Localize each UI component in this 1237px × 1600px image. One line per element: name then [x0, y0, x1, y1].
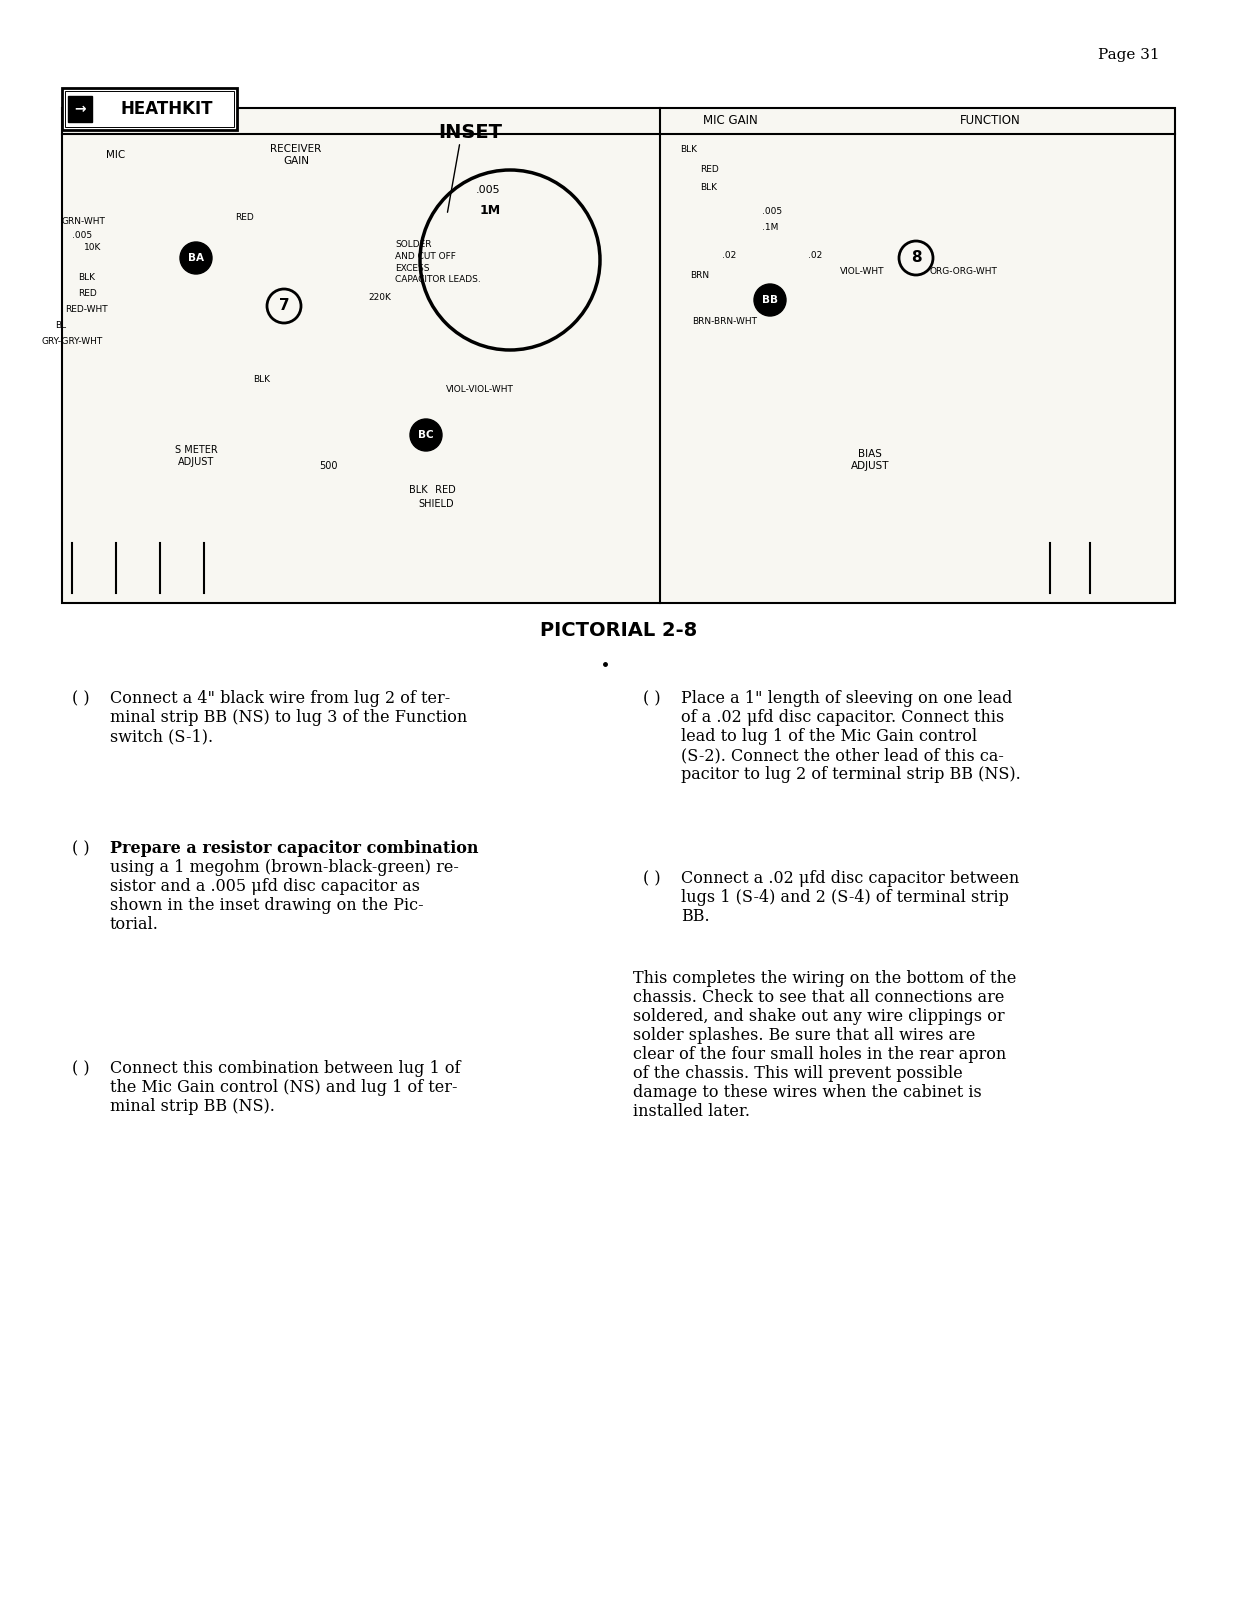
- Text: ( ): ( ): [72, 690, 89, 707]
- Text: clear of the four small holes in the rear apron: clear of the four small holes in the rea…: [633, 1046, 1006, 1062]
- Text: BLK: BLK: [700, 184, 717, 192]
- Text: RED: RED: [78, 290, 96, 299]
- Text: MIC GAIN: MIC GAIN: [703, 114, 757, 126]
- Text: RED: RED: [700, 165, 719, 174]
- Text: GRN-WHT: GRN-WHT: [62, 218, 106, 227]
- Text: of a .02 μfd disc capacitor. Connect this: of a .02 μfd disc capacitor. Connect thi…: [682, 709, 1004, 726]
- Text: of the chassis. This will prevent possible: of the chassis. This will prevent possib…: [633, 1066, 962, 1082]
- Text: GRY-GRY-WHT: GRY-GRY-WHT: [42, 338, 103, 347]
- Text: pacitor to lug 2 of terminal strip BB (NS).: pacitor to lug 2 of terminal strip BB (N…: [682, 766, 1021, 782]
- Text: ORG-ORG-WHT: ORG-ORG-WHT: [930, 267, 998, 277]
- Text: switch (S-1).: switch (S-1).: [110, 728, 213, 746]
- Text: RED: RED: [432, 485, 455, 494]
- Text: sistor and a .005 μfd disc capacitor as: sistor and a .005 μfd disc capacitor as: [110, 878, 421, 894]
- Text: BL: BL: [54, 320, 66, 330]
- Text: ( ): ( ): [72, 1059, 89, 1077]
- Text: lead to lug 1 of the Mic Gain control: lead to lug 1 of the Mic Gain control: [682, 728, 977, 746]
- Text: SOLDER
AND CUT OFF
EXCESS
CAPACITOR LEADS.: SOLDER AND CUT OFF EXCESS CAPACITOR LEAD…: [395, 240, 481, 285]
- Text: BC: BC: [418, 430, 434, 440]
- Bar: [62, 109, 1175, 603]
- Text: RECEIVER
GAIN: RECEIVER GAIN: [271, 144, 322, 166]
- Text: Connect this combination between lug 1 of: Connect this combination between lug 1 o…: [110, 1059, 460, 1077]
- Text: RED-WHT: RED-WHT: [66, 306, 108, 315]
- Text: Place a 1" length of sleeving on one lead: Place a 1" length of sleeving on one lea…: [682, 690, 1012, 707]
- Text: .005: .005: [762, 208, 782, 216]
- Text: BLK: BLK: [254, 376, 271, 384]
- Text: BIAS
ADJUST: BIAS ADJUST: [851, 448, 889, 470]
- Text: .02: .02: [722, 251, 736, 261]
- Text: minal strip BB (NS) to lug 3 of the Function: minal strip BB (NS) to lug 3 of the Func…: [110, 709, 468, 726]
- Text: 500: 500: [319, 461, 338, 470]
- Text: RED: RED: [235, 213, 254, 222]
- Text: .02: .02: [808, 251, 823, 261]
- Text: VIOL-VIOL-WHT: VIOL-VIOL-WHT: [447, 386, 513, 395]
- Text: BB: BB: [762, 294, 778, 306]
- Text: using a 1 megohm (brown-black-green) re-: using a 1 megohm (brown-black-green) re-: [110, 859, 459, 877]
- Text: minal strip BB (NS).: minal strip BB (NS).: [110, 1098, 275, 1115]
- Text: solder splashes. Be sure that all wires are: solder splashes. Be sure that all wires …: [633, 1027, 976, 1043]
- Text: .005: .005: [72, 232, 92, 240]
- Text: →: →: [74, 101, 87, 117]
- Text: lugs 1 (S-4) and 2 (S-4) of terminal strip: lugs 1 (S-4) and 2 (S-4) of terminal str…: [682, 890, 1009, 906]
- Text: PICTORIAL 2-8: PICTORIAL 2-8: [539, 621, 698, 640]
- Text: ( ): ( ): [643, 870, 661, 886]
- Text: This completes the wiring on the bottom of the: This completes the wiring on the bottom …: [633, 970, 1017, 987]
- Text: 10K: 10K: [84, 243, 101, 253]
- Text: .1M: .1M: [762, 224, 778, 232]
- Text: FUNCTION: FUNCTION: [960, 114, 1021, 126]
- Text: 1M: 1M: [480, 203, 501, 216]
- Bar: [62, 88, 238, 130]
- Text: S METER
ADJUST: S METER ADJUST: [174, 445, 218, 467]
- Text: BA: BA: [188, 253, 204, 262]
- Text: BLK: BLK: [409, 485, 428, 494]
- Text: BRN-BRN-WHT: BRN-BRN-WHT: [691, 317, 757, 326]
- Text: Connect a .02 μfd disc capacitor between: Connect a .02 μfd disc capacitor between: [682, 870, 1019, 886]
- Text: (S-2). Connect the other lead of this ca-: (S-2). Connect the other lead of this ca…: [682, 747, 1004, 765]
- Text: Prepare a resistor capacitor combination: Prepare a resistor capacitor combination: [110, 840, 479, 858]
- Text: 8: 8: [910, 251, 922, 266]
- Text: .005: .005: [476, 186, 500, 195]
- Text: SHIELD: SHIELD: [418, 499, 454, 509]
- Text: MIC: MIC: [106, 150, 126, 160]
- Text: 220K: 220K: [367, 293, 391, 302]
- Text: ( ): ( ): [643, 690, 661, 707]
- Text: installed later.: installed later.: [633, 1102, 750, 1120]
- Circle shape: [181, 242, 212, 274]
- Text: ( ): ( ): [72, 840, 89, 858]
- Text: BB.: BB.: [682, 909, 710, 925]
- Text: VIOL-WHT: VIOL-WHT: [840, 267, 884, 277]
- Text: torial.: torial.: [110, 915, 158, 933]
- Text: chassis. Check to see that all connections are: chassis. Check to see that all connectio…: [633, 989, 1004, 1006]
- Text: BLK: BLK: [78, 274, 95, 283]
- Text: BRN: BRN: [690, 270, 709, 280]
- Bar: [68, 96, 92, 122]
- Text: 7: 7: [278, 299, 289, 314]
- Text: damage to these wires when the cabinet is: damage to these wires when the cabinet i…: [633, 1085, 982, 1101]
- Text: BLK: BLK: [680, 146, 696, 155]
- Text: →: →: [74, 102, 85, 117]
- Text: Connect a 4" black wire from lug 2 of ter-: Connect a 4" black wire from lug 2 of te…: [110, 690, 450, 707]
- Circle shape: [409, 419, 442, 451]
- Circle shape: [755, 285, 785, 317]
- Text: soldered, and shake out any wire clippings or: soldered, and shake out any wire clippin…: [633, 1008, 1004, 1026]
- Text: the Mic Gain control (NS) and lug 1 of ter-: the Mic Gain control (NS) and lug 1 of t…: [110, 1078, 458, 1096]
- Text: INSET: INSET: [438, 123, 502, 141]
- Text: HEATHKIT: HEATHKIT: [121, 99, 213, 118]
- Text: shown in the inset drawing on the Pic-: shown in the inset drawing on the Pic-: [110, 898, 423, 914]
- Bar: [66, 91, 234, 126]
- Text: Page 31: Page 31: [1098, 48, 1160, 62]
